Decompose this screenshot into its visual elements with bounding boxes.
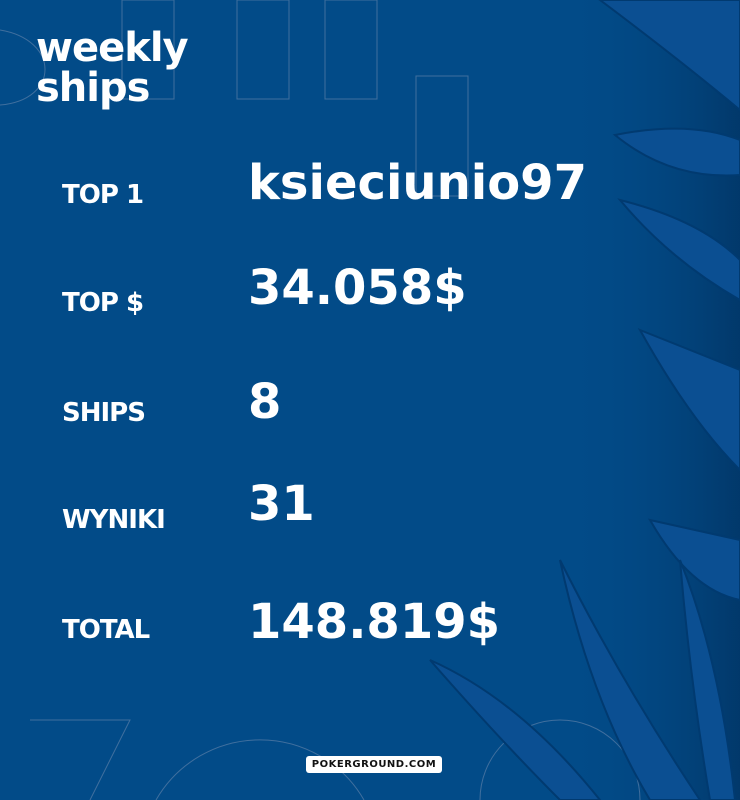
pokerground-logo: POKERGROUND.COM bbox=[306, 756, 442, 773]
stat-label-wyniki: WYNIKI bbox=[62, 505, 166, 535]
title-line-2: ships bbox=[36, 65, 150, 111]
page-title: weekly ships bbox=[36, 25, 189, 111]
stat-label-ships: SHIPS bbox=[62, 398, 146, 428]
stat-label-top1: TOP 1 bbox=[62, 180, 144, 210]
stat-label-top-dollar: TOP $ bbox=[62, 288, 144, 318]
stat-value-wyniki: 31 bbox=[248, 476, 315, 532]
stat-value-total: 148.819$ bbox=[248, 594, 501, 650]
stat-value-top1: ksieciunio97 bbox=[248, 155, 587, 211]
stat-label-total: TOTAL bbox=[62, 615, 150, 645]
stat-value-ships: 8 bbox=[248, 374, 282, 430]
stat-value-top-dollar: 34.058$ bbox=[248, 260, 467, 316]
title-line-1: weekly bbox=[36, 25, 189, 71]
